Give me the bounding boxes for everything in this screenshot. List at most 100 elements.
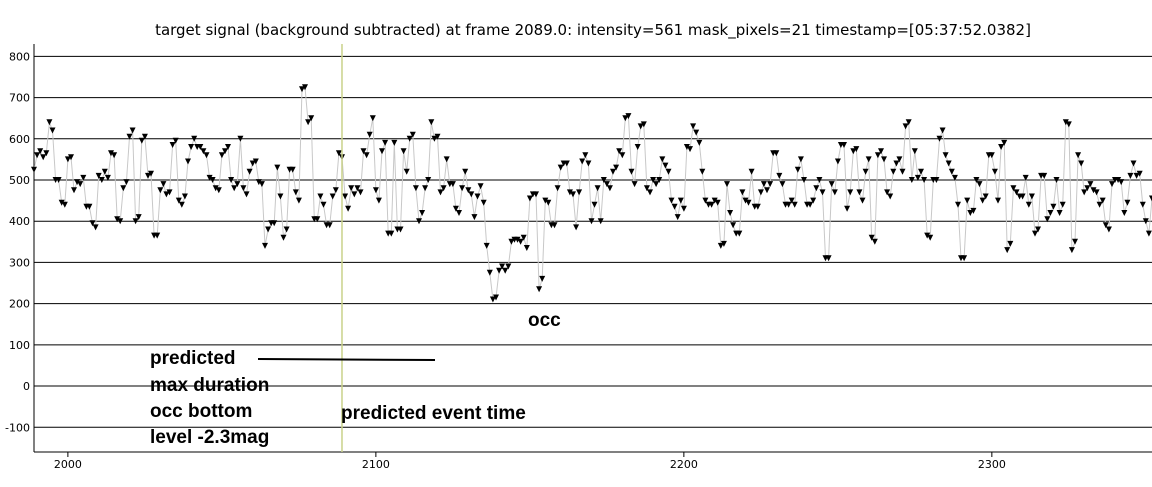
- data-point: [203, 152, 210, 159]
- data-point: [1025, 201, 1032, 208]
- data-point: [388, 230, 395, 237]
- data-point: [711, 197, 718, 204]
- data-point: [1075, 152, 1082, 159]
- y-tick-label: 200: [9, 298, 30, 311]
- data-point: [117, 218, 124, 225]
- data-point: [757, 189, 764, 196]
- data-point: [1068, 247, 1075, 254]
- data-point: [964, 197, 971, 204]
- data-point: [200, 148, 207, 155]
- data-point: [773, 150, 780, 157]
- data-point: [477, 183, 484, 190]
- data-point: [68, 154, 74, 161]
- data-point: [496, 267, 503, 274]
- data-point: [43, 150, 50, 157]
- data-point: [665, 168, 672, 175]
- data-point: [939, 127, 946, 134]
- y-tick-label: 500: [9, 174, 30, 187]
- data-point: [582, 152, 589, 159]
- data-point: [108, 150, 114, 157]
- data-point: [979, 197, 986, 204]
- data-point: [859, 197, 866, 204]
- data-point: [166, 189, 173, 196]
- data-point: [474, 193, 481, 200]
- data-point: [480, 199, 487, 206]
- data-point: [1118, 179, 1125, 186]
- data-point: [1010, 185, 1017, 192]
- data-point: [933, 177, 940, 183]
- data-point: [748, 168, 755, 175]
- data-point: [120, 185, 127, 192]
- x-tick-label: 2000: [54, 458, 82, 471]
- data-point: [431, 135, 438, 142]
- data-point: [505, 263, 512, 270]
- data-point: [274, 164, 281, 171]
- data-point: [419, 210, 426, 216]
- data-point: [779, 181, 786, 188]
- data-point: [573, 224, 580, 231]
- data-point: [625, 113, 632, 120]
- data-point: [237, 135, 244, 142]
- data-point: [717, 242, 724, 249]
- data-point: [687, 146, 693, 153]
- data-point: [1109, 181, 1115, 188]
- data-point: [650, 177, 657, 183]
- data-point: [720, 240, 727, 247]
- data-point: [945, 160, 952, 167]
- data-point: [372, 187, 379, 194]
- data-point: [1044, 216, 1051, 223]
- data-point: [702, 197, 709, 204]
- data-point: [871, 238, 878, 245]
- data-point: [434, 133, 441, 140]
- data-point: [141, 133, 148, 140]
- data-point: [231, 185, 238, 192]
- data-point: [71, 187, 77, 194]
- data-point: [188, 144, 195, 150]
- data-point: [1059, 201, 1066, 208]
- data-point: [662, 162, 669, 169]
- data-point: [406, 135, 413, 142]
- data-point: [991, 168, 998, 175]
- data-point: [391, 139, 398, 146]
- data-point: [967, 210, 974, 216]
- data-point: [181, 193, 188, 200]
- data-point: [616, 148, 623, 155]
- data-point: [914, 174, 921, 181]
- data-point: [825, 255, 832, 262]
- data-point: [908, 177, 915, 183]
- data-point: [810, 197, 817, 204]
- data-point: [730, 222, 737, 229]
- data-point: [844, 205, 851, 212]
- data-point: [896, 156, 903, 163]
- data-point: [252, 158, 259, 165]
- data-point: [1013, 189, 1020, 196]
- data-point: [523, 245, 530, 251]
- data-point: [471, 214, 478, 221]
- data-point: [1139, 201, 1146, 208]
- data-point: [887, 193, 894, 200]
- data-point: [46, 119, 53, 126]
- data-point: [428, 119, 435, 126]
- data-point: [243, 191, 250, 198]
- y-tick-label: 600: [9, 133, 30, 146]
- data-point: [905, 119, 912, 126]
- data-point: [653, 181, 660, 188]
- data-point: [1056, 210, 1063, 216]
- data-point: [1072, 238, 1078, 245]
- data-point: [329, 193, 336, 200]
- data-point: [37, 148, 44, 155]
- data-point: [514, 236, 521, 243]
- data-point: [878, 148, 884, 155]
- x-tick-label: 2200: [670, 458, 698, 471]
- data-point: [767, 181, 774, 188]
- data-point: [1087, 181, 1094, 188]
- data-point: [249, 160, 256, 167]
- data-point: [640, 121, 647, 128]
- data-point: [499, 263, 506, 270]
- data-point: [570, 191, 576, 198]
- predicted-line-2: max duration: [150, 375, 269, 396]
- data-point: [292, 189, 299, 196]
- data-point: [191, 135, 198, 142]
- data-point: [1145, 230, 1152, 237]
